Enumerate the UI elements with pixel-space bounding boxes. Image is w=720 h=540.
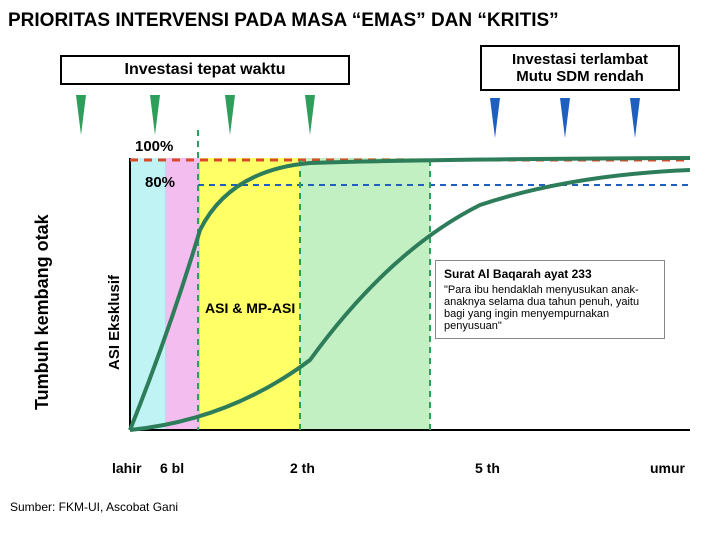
arrow-4 bbox=[305, 95, 315, 135]
box-right: Investasi terlambat Mutu SDM rendah bbox=[480, 45, 680, 91]
box-right-line1: Investasi terlambat bbox=[490, 51, 670, 68]
box-left: Investasi tepat waktu bbox=[60, 55, 350, 85]
page-title: PRIORITAS INTERVENSI PADA MASA “EMAS” DA… bbox=[0, 0, 720, 36]
xtick-lahir: lahir bbox=[112, 460, 142, 476]
arrow-1 bbox=[76, 95, 86, 135]
arrow-6 bbox=[560, 98, 570, 138]
band-yellow bbox=[200, 158, 300, 430]
label-100pct: 100% bbox=[135, 138, 173, 155]
xtick-5th: 5 th bbox=[475, 460, 500, 476]
callout-title: Surat Al Baqarah ayat 233 bbox=[444, 267, 656, 281]
band-magenta bbox=[165, 158, 200, 430]
label-asi-mpasi: ASI & MP-ASI bbox=[205, 300, 295, 318]
xtick-umur: umur bbox=[650, 460, 685, 476]
chart-area: Tumbuh kembang otak ASI Eksklusif 100% 8… bbox=[30, 130, 690, 450]
callout-body: "Para ibu hendaklah menyusukan anak-anak… bbox=[444, 284, 656, 332]
arrow-2 bbox=[150, 95, 160, 135]
box-right-line2: Mutu SDM rendah bbox=[490, 68, 670, 85]
arrow-5 bbox=[490, 98, 500, 138]
arrow-3 bbox=[225, 95, 235, 135]
label-80pct: 80% bbox=[145, 174, 175, 191]
source-text: Sumber: FKM-UI, Ascobat Gani bbox=[10, 500, 178, 514]
y-axis-inner-label: ASI Eksklusif bbox=[106, 200, 123, 370]
y-axis-outer-label: Tumbuh kembang otak bbox=[32, 170, 53, 410]
xtick-2th: 2 th bbox=[290, 460, 315, 476]
xtick-6bl: 6 bl bbox=[160, 460, 184, 476]
callout-box: Surat Al Baqarah ayat 233 "Para ibu hend… bbox=[435, 260, 665, 339]
arrow-7 bbox=[630, 98, 640, 138]
